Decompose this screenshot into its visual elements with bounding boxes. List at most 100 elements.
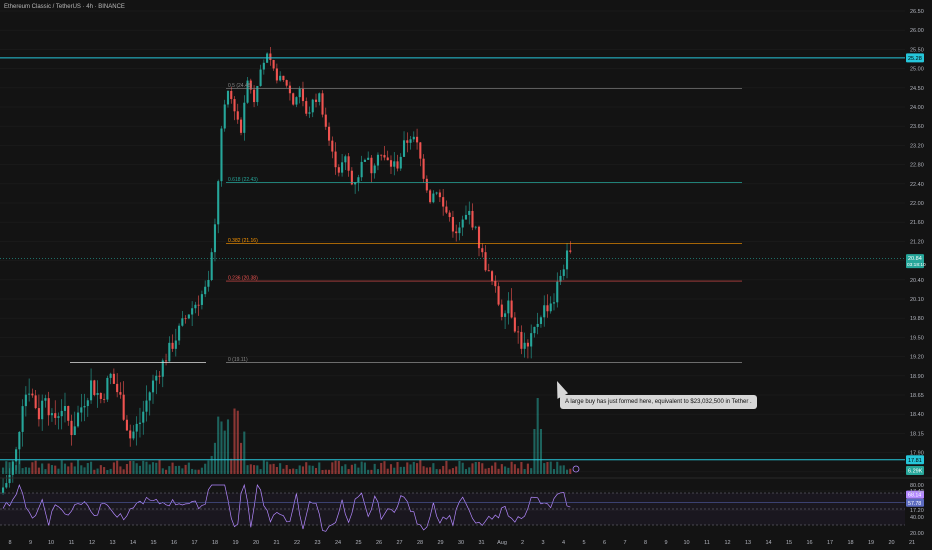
candle-body bbox=[246, 80, 249, 103]
candle-body bbox=[174, 340, 177, 349]
volume-bar bbox=[523, 469, 526, 474]
price-tick-label: 22.80 bbox=[910, 163, 924, 169]
candle-body bbox=[86, 400, 89, 407]
volume-bar bbox=[328, 469, 331, 474]
volume-bar bbox=[96, 468, 99, 474]
candle-body bbox=[399, 156, 402, 169]
volume-bar bbox=[132, 461, 135, 474]
candle-body bbox=[217, 181, 220, 225]
volume-bar bbox=[461, 462, 464, 474]
volume-bar bbox=[86, 463, 89, 474]
candle-body bbox=[484, 252, 487, 271]
time-tick-label: 29 bbox=[437, 540, 443, 546]
candle-body bbox=[31, 393, 34, 396]
volume-bar bbox=[161, 468, 164, 474]
candle-body bbox=[28, 393, 31, 395]
volume-bar bbox=[552, 469, 556, 474]
candle-body bbox=[151, 380, 155, 393]
price-tick-label: 19.20 bbox=[910, 355, 924, 361]
volume-bar bbox=[497, 468, 500, 474]
candle-body bbox=[344, 156, 347, 163]
candle-body bbox=[539, 317, 542, 324]
candle-body bbox=[103, 398, 106, 400]
candle-body bbox=[41, 400, 44, 420]
candle-body bbox=[445, 206, 448, 213]
candle-body bbox=[253, 89, 256, 103]
volume-bar bbox=[142, 460, 145, 474]
candle-body bbox=[194, 304, 197, 309]
price-tick-label: 24.00 bbox=[910, 105, 924, 111]
volume-bar bbox=[389, 464, 393, 474]
candle-body bbox=[292, 93, 295, 105]
candle-body bbox=[380, 154, 383, 156]
volume-bar bbox=[41, 463, 44, 474]
candle-body bbox=[125, 419, 128, 431]
time-axis[interactable]: 8 9 10 11 12 13 14 15 16 17 18 19 20 21 22 23 24 25 26 27 28… bbox=[8, 540, 915, 546]
time-tick-label: 16 bbox=[171, 540, 177, 546]
volume-bar bbox=[484, 468, 487, 474]
candle-body bbox=[233, 99, 236, 112]
volume-bar bbox=[204, 463, 207, 474]
volume-bar bbox=[533, 429, 536, 474]
candle-body bbox=[370, 157, 373, 174]
volume-bar bbox=[481, 463, 484, 474]
volume-bar bbox=[2, 467, 5, 474]
candle-body bbox=[63, 406, 67, 411]
volume-bar bbox=[569, 468, 572, 474]
candle-body bbox=[106, 377, 109, 400]
candle-body bbox=[168, 342, 171, 362]
volume-bar bbox=[5, 461, 8, 474]
time-tick-label: 12 bbox=[89, 540, 95, 546]
price-tick-label: 26.00 bbox=[910, 28, 924, 34]
price-tick-label: 17.42 bbox=[910, 489, 924, 495]
candle-body bbox=[178, 325, 181, 341]
price-axis[interactable]: 26.50 26.00 25.50 25.00 24.50 24.00 23.60 23.20… bbox=[910, 9, 924, 514]
candle-body bbox=[393, 161, 396, 167]
volume-bar bbox=[223, 430, 226, 474]
candle-body bbox=[155, 375, 158, 381]
time-tick-label: 12 bbox=[724, 540, 730, 546]
candle-body bbox=[376, 154, 379, 166]
candle-body bbox=[135, 423, 138, 432]
candle-body bbox=[181, 318, 184, 326]
volume-bar bbox=[109, 468, 112, 474]
price-tick-label: 23.60 bbox=[910, 124, 924, 130]
volume-bar bbox=[409, 464, 412, 474]
volume-bar bbox=[422, 466, 425, 474]
candle-body bbox=[24, 394, 27, 407]
candle-body bbox=[546, 305, 549, 312]
candle-body bbox=[18, 431, 21, 450]
volume-bar bbox=[383, 461, 386, 474]
candle-body bbox=[99, 393, 102, 399]
candle-body bbox=[230, 90, 233, 100]
time-tick-label: 14 bbox=[765, 540, 771, 546]
candle-body bbox=[57, 416, 60, 418]
time-tick-label: 21 bbox=[909, 540, 915, 546]
volume-bar bbox=[67, 466, 70, 474]
candle-body bbox=[367, 157, 370, 160]
volume-bar bbox=[80, 465, 83, 474]
volume-bar bbox=[357, 467, 360, 474]
candle-body bbox=[282, 75, 285, 81]
volume-bar bbox=[184, 464, 187, 474]
volume-bar bbox=[151, 462, 155, 474]
time-tick-label: 2 bbox=[521, 540, 524, 546]
volume-bar bbox=[54, 465, 57, 474]
time-tick-label: 13 bbox=[745, 540, 751, 546]
candle-body bbox=[116, 383, 119, 393]
level-price-label: 25.28 bbox=[908, 56, 922, 62]
price-tick-label: 22.00 bbox=[910, 201, 924, 207]
volume-bar bbox=[354, 463, 357, 474]
candlestick-series bbox=[2, 46, 572, 495]
candle-body bbox=[536, 323, 539, 327]
candle-body bbox=[269, 53, 272, 61]
candle-body bbox=[249, 80, 252, 90]
volume-bar bbox=[50, 465, 53, 474]
volume-bar bbox=[562, 465, 565, 474]
candle-body bbox=[200, 294, 203, 305]
volume-bar bbox=[135, 463, 138, 474]
fib-retracement: 0.5 (24.48) 0.618 (22.43) 0.382 (21.16) 0.2… bbox=[226, 83, 742, 363]
grid-lines bbox=[0, 10, 905, 511]
